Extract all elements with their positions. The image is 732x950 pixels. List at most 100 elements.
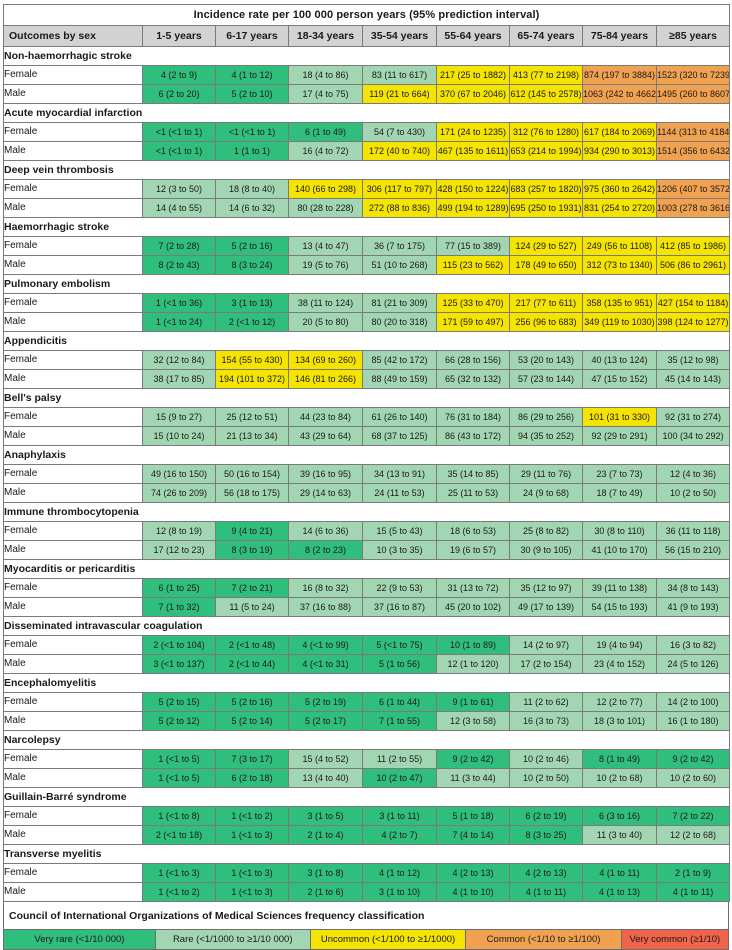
- incidence-cell: 10 (2 to 46): [509, 749, 583, 769]
- incidence-cell: 88 (49 to 159): [362, 369, 437, 389]
- table-row: Female 49 (16 to 150) 50 (16 to 154) 39 (16…: [3, 464, 731, 484]
- incidence-cell: 38 (17 to 85): [142, 369, 216, 389]
- incidence-cell: 4 (2 to 13): [436, 863, 510, 883]
- incidence-cell: 50 (16 to 154): [215, 464, 289, 484]
- incidence-cell: 7 (2 to 28): [142, 236, 216, 256]
- incidence-cell: 24 (11 to 53): [362, 483, 437, 503]
- incidence-cell: 7 (4 to 14): [436, 825, 510, 845]
- legend-bar: Very rare (<1/10 000) Rare (<1/1000 to ≥1…: [4, 929, 728, 949]
- incidence-cell: 134 (69 to 260): [288, 350, 363, 370]
- column-header-outcomes: Outcomes by sex: [3, 25, 143, 47]
- column-header-age-group: 1-5 years: [142, 25, 216, 47]
- incidence-cell: 146 (81 to 266): [288, 369, 363, 389]
- incidence-cell: 12 (3 to 50): [142, 179, 216, 199]
- incidence-cell: 370 (67 to 2046): [436, 84, 510, 104]
- table-row: Female 4 (2 to 9) 4 (1 to 12) 18 (4 to 86) 8…: [3, 65, 731, 85]
- incidence-cell: 2 (<1 to 44): [215, 654, 289, 674]
- table-row: Female 1 (<1 to 36) 3 (1 to 13) 38 (11 to 1…: [3, 293, 731, 313]
- outcome-group-header-row: Acute myocardial infarction: [2, 103, 731, 123]
- incidence-cell: 31 (13 to 72): [436, 578, 510, 598]
- incidence-cell: 14 (4 to 55): [142, 198, 216, 218]
- incidence-cell: 1 (<1 to 2): [142, 882, 216, 902]
- incidence-cell: 2 (<1 to 12): [215, 312, 289, 332]
- column-header-age-group: 65-74 years: [509, 25, 583, 47]
- row-label-sex: Female: [3, 236, 143, 256]
- incidence-cell: 19 (5 to 76): [288, 255, 363, 275]
- incidence-cell: 13 (4 to 40): [288, 768, 363, 788]
- incidence-cell: 38 (11 to 124): [288, 293, 363, 313]
- incidence-cell: 12 (2 to 68): [655, 825, 731, 845]
- legend-item-veryrare: Very rare (<1/10 000): [4, 930, 156, 949]
- incidence-cell: 13 (4 to 47): [288, 236, 363, 256]
- incidence-cell: 8 (3 to 24): [215, 255, 289, 275]
- incidence-cell: 6 (2 to 19): [509, 806, 583, 826]
- incidence-cell: 1206 (407 to 3572): [655, 179, 731, 199]
- incidence-cell: 612 (145 to 2578): [509, 84, 583, 104]
- row-label-sex: Female: [3, 179, 143, 199]
- table-title: Incidence rate per 100 000 person years …: [2, 4, 731, 26]
- incidence-cell: 5 (2 to 16): [215, 236, 289, 256]
- outcome-group-name: Encephalomyelitis: [2, 673, 731, 693]
- incidence-cell: 18 (4 to 86): [288, 65, 363, 85]
- row-label-sex: Male: [3, 825, 143, 845]
- outcome-group-header-row: Non-haemorrhagic stroke: [2, 46, 731, 66]
- incidence-cell: 1 (<1 to 8): [142, 806, 216, 826]
- column-header-age-group: 55-64 years: [436, 25, 510, 47]
- column-header-age-group: 6-17 years: [215, 25, 289, 47]
- incidence-cell: 125 (33 to 470): [436, 293, 510, 313]
- incidence-cell: 119 (21 to 664): [362, 84, 437, 104]
- incidence-rate-table: Incidence rate per 100 000 person years …: [2, 4, 731, 902]
- column-header-row: Outcomes by sex 1-5 years 6-17 years 18-34 …: [3, 25, 731, 47]
- incidence-cell: 1 (<1 to 2): [215, 806, 289, 826]
- incidence-cell: 7 (2 to 21): [215, 578, 289, 598]
- incidence-cell: 24 (9 to 68): [509, 483, 583, 503]
- incidence-cell: 1 (<1 to 5): [142, 768, 216, 788]
- table-row: Female 1 (<1 to 3) 1 (<1 to 3) 3 (1 to 8) 4 …: [3, 863, 731, 883]
- table-row: Female 1 (<1 to 8) 1 (<1 to 2) 3 (1 to 5) 3 …: [3, 806, 731, 826]
- incidence-cell: <1 (<1 to 1): [142, 122, 216, 142]
- row-label-sex: Male: [3, 882, 143, 902]
- row-label-sex: Male: [3, 84, 143, 104]
- row-label-sex: Female: [3, 293, 143, 313]
- outcome-group-header-row: Myocarditis or pericarditis: [2, 559, 731, 579]
- incidence-cell: 312 (76 to 1280): [509, 122, 583, 142]
- incidence-cell: 11 (5 to 24): [215, 597, 289, 617]
- incidence-cell: 5 (2 to 14): [215, 711, 289, 731]
- incidence-cell: 10 (2 to 50): [509, 768, 583, 788]
- incidence-cell: 54 (7 to 430): [362, 122, 437, 142]
- table-row: Female <1 (<1 to 1) <1 (<1 to 1) 6 (1 to 49…: [3, 122, 731, 142]
- outcome-group-name: Transverse myelitis: [2, 844, 731, 864]
- outcome-group-header-row: Bell's palsy: [2, 388, 731, 408]
- incidence-cell: 312 (73 to 1340): [582, 255, 657, 275]
- incidence-cell: 4 (1 to 10): [436, 882, 510, 902]
- incidence-cell: 178 (49 to 650): [509, 255, 583, 275]
- incidence-cell: 249 (56 to 1108): [582, 236, 657, 256]
- incidence-cell: 1063 (242 to 4662): [582, 84, 657, 104]
- incidence-cell: 5 (2 to 17): [288, 711, 363, 731]
- incidence-cell: 398 (124 to 1277): [655, 312, 731, 332]
- incidence-cell: 10 (2 to 60): [655, 768, 731, 788]
- table-row: Male 17 (12 to 23) 8 (3 to 19) 8 (2 to 23) 1…: [3, 540, 731, 560]
- table-row: Male 2 (<1 to 18) 1 (<1 to 3) 2 (1 to 4) 4 (…: [3, 825, 731, 845]
- table-row: Female 5 (2 to 15) 5 (2 to 16) 5 (2 to 19) 6…: [3, 692, 731, 712]
- table-row: Male 74 (26 to 209) 56 (18 to 175) 29 (14 t…: [3, 483, 731, 503]
- incidence-cell: 1 (<1 to 24): [142, 312, 216, 332]
- incidence-cell: 4 (1 to 12): [215, 65, 289, 85]
- incidence-cell: 2 (<1 to 104): [142, 635, 216, 655]
- incidence-cell: 4 (1 to 11): [509, 882, 583, 902]
- incidence-cell: 272 (88 to 836): [362, 198, 437, 218]
- incidence-cell: 21 (13 to 34): [215, 426, 289, 446]
- incidence-cell: 16 (8 to 32): [288, 578, 363, 598]
- incidence-cell: 92 (29 to 291): [582, 426, 657, 446]
- incidence-cell: 5 (2 to 19): [288, 692, 363, 712]
- incidence-cell: 101 (31 to 330): [582, 407, 657, 427]
- incidence-cell: 4 (2 to 9): [142, 65, 216, 85]
- row-label-sex: Male: [3, 711, 143, 731]
- incidence-cell: 1 (<1 to 3): [142, 863, 216, 883]
- incidence-cell: 16 (3 to 73): [509, 711, 583, 731]
- incidence-cell: 3 (1 to 10): [362, 882, 437, 902]
- incidence-cell: 20 (5 to 80): [288, 312, 363, 332]
- incidence-rate-table-page: Incidence rate per 100 000 person years …: [2, 4, 731, 950]
- incidence-cell: 35 (14 to 85): [436, 464, 510, 484]
- incidence-cell: 6 (1 to 44): [362, 692, 437, 712]
